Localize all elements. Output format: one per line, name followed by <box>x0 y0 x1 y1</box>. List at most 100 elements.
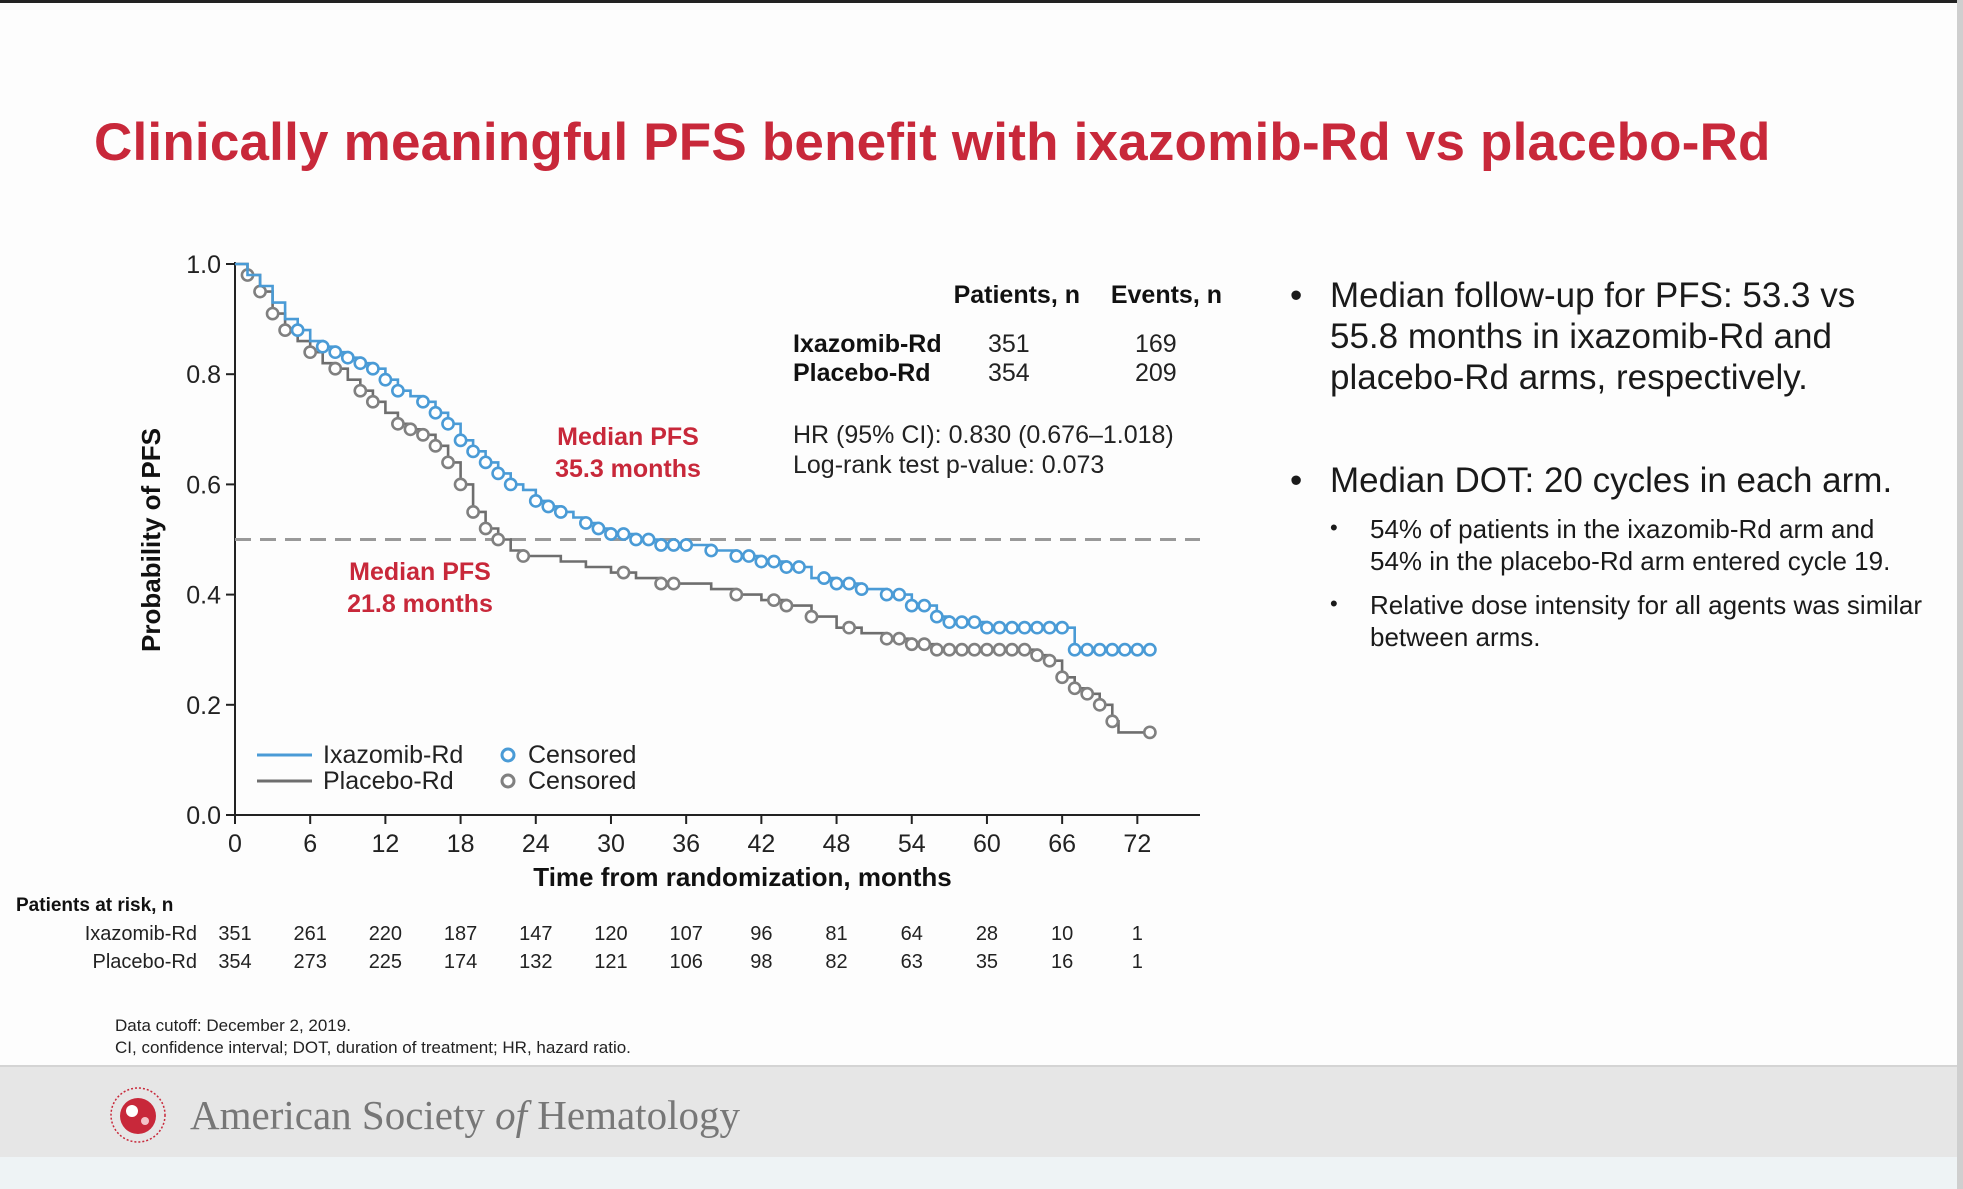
at-risk-title: Patients at risk, n <box>16 895 173 916</box>
censor-mark-ixazomib-rd <box>1142 642 1157 657</box>
censor-mark-placebo-rd <box>1067 681 1082 696</box>
censor-mark-placebo-rd <box>1005 642 1019 657</box>
censor-mark-ixazomib-rd <box>553 505 568 519</box>
censor-mark-placebo-rd <box>453 477 468 492</box>
at-risk-value: 81 <box>825 923 847 945</box>
censor-mark-ixazomib-rd <box>792 560 806 574</box>
censor-mark-placebo-rd <box>892 631 907 646</box>
at-risk-value: 107 <box>669 923 702 945</box>
censor-mark-ixazomib-rd <box>1005 620 1019 635</box>
top-border <box>0 0 1963 3</box>
censor-mark-ixazomib-rd <box>340 350 355 365</box>
censor-mark-placebo-rd <box>729 587 744 602</box>
censor-mark-placebo-rd <box>516 549 531 563</box>
censor-mark-placebo-rd <box>616 565 631 580</box>
censor-mark-ixazomib-rd <box>591 521 606 536</box>
median-pfs-annotation: 35.3 months <box>555 455 701 483</box>
at-risk-value: 10 <box>1051 923 1073 945</box>
censor-mark-ixazomib-rd <box>1017 620 1032 635</box>
censor-mark-placebo-rd <box>478 521 493 536</box>
legend-label: Placebo-Rd <box>323 767 454 795</box>
censor-mark-ixazomib-rd <box>491 466 506 481</box>
censor-mark-ixazomib-rd <box>466 444 481 459</box>
pfs-chart: 0.0 0.2 0.4 0.6 0.8 1.0 0 6 12 18 24 30 36 42 48 54 60 66… <box>16 251 1222 973</box>
at-risk-value: 261 <box>294 923 327 945</box>
censor-mark-ixazomib-rd <box>453 433 468 448</box>
censor-mark-ixazomib-rd <box>1067 642 1082 657</box>
stats-header-patients: Patients, n <box>954 281 1080 309</box>
at-risk-value: 82 <box>825 951 847 973</box>
x-tick-label: 60 <box>973 830 1001 858</box>
slide-title: Clinically meaningful PFS benefit with i… <box>94 113 1771 172</box>
censor-mark-ixazomib-rd <box>929 609 944 624</box>
censor-mark-placebo-rd <box>365 394 380 409</box>
at-risk-arm-label: Ixazomib-Rd <box>85 923 197 945</box>
censor-mark-ixazomib-rd <box>967 615 982 630</box>
censor-mark-placebo-rd <box>804 609 819 624</box>
censor-mark-ixazomib-rd <box>892 587 907 602</box>
censor-mark-placebo-rd <box>942 642 957 657</box>
at-risk-arm-label: Placebo-Rd <box>92 951 197 973</box>
legend-label: Ixazomib-Rd <box>323 741 463 769</box>
at-risk-value: 354 <box>218 951 251 973</box>
median-pfs-annotation: Median PFS <box>557 423 699 451</box>
censor-mark-placebo-rd <box>278 323 293 338</box>
y-axis-label: Probability of PFS <box>136 428 166 652</box>
at-risk-value: 98 <box>750 951 772 973</box>
censor-mark-ixazomib-rd <box>328 345 343 360</box>
censor-mark-placebo-rd <box>441 455 455 470</box>
at-risk-value: 187 <box>444 923 477 945</box>
at-risk-value: 174 <box>444 951 477 973</box>
censor-mark-ixazomib-rd <box>1092 642 1107 657</box>
censor-mark-placebo-rd <box>1042 653 1057 668</box>
censor-mark-ixazomib-rd <box>679 538 694 552</box>
y-tick-label: 0.8 <box>186 361 221 389</box>
x-tick-label: 24 <box>522 830 550 858</box>
censor-mark-placebo-rd <box>428 438 443 453</box>
bullet-median-dot: Median DOT: 20 cycles in each arm. <box>1290 460 1930 501</box>
at-risk-value: 351 <box>218 923 251 945</box>
stats-arm-label: Ixazomib-Rd <box>793 330 942 358</box>
censor-mark-ixazomib-rd <box>391 383 405 398</box>
censor-mark-ixazomib-rd <box>641 532 656 547</box>
censor-mark-placebo-rd <box>1030 648 1044 663</box>
censor-mark-placebo-rd <box>303 345 318 360</box>
x-tick-label: 48 <box>823 830 851 858</box>
censor-mark-ixazomib-rd <box>741 549 756 563</box>
censor-mark-placebo-rd <box>1142 725 1157 740</box>
censor-mark-ixazomib-rd <box>441 416 455 431</box>
x-tick-label: 6 <box>303 830 317 858</box>
legend-censor-label: Censored <box>528 741 636 769</box>
y-tick-label: 0.4 <box>186 582 221 610</box>
right-edge <box>1957 0 1963 1189</box>
ash-logo-icon <box>110 1087 166 1143</box>
censor-mark-placebo-rd <box>353 383 368 398</box>
y-tick-label: 1.0 <box>186 251 221 279</box>
censor-mark-ixazomib-rd <box>528 494 543 508</box>
footer-org-name: American Society of Hematology <box>190 1091 740 1139</box>
bullet-follow-up: Median follow-up for PFS: 53.3 vs 55.8 m… <box>1290 275 1930 398</box>
stats-header-events: Events, n <box>1111 281 1222 309</box>
at-risk-value: 121 <box>594 951 627 973</box>
censor-mark-ixazomib-rd <box>779 560 794 574</box>
median-pfs-annotation: Median PFS <box>349 558 491 586</box>
censor-mark-ixazomib-rd <box>604 527 618 541</box>
censor-mark-placebo-rd <box>980 642 994 657</box>
at-risk-value: 220 <box>369 923 402 945</box>
censor-mark-ixazomib-rd <box>416 394 430 409</box>
y-tick-label: 0.6 <box>186 471 221 499</box>
censor-mark-ixazomib-rd <box>315 339 330 354</box>
censor-mark-placebo-rd <box>1017 642 1032 657</box>
censor-mark-ixazomib-rd <box>428 405 443 420</box>
footer-bar <box>0 1065 1963 1157</box>
at-risk-value: 1 <box>1132 923 1143 945</box>
stats-events-value: 169 <box>1135 330 1177 358</box>
censor-mark-placebo-rd <box>416 427 430 442</box>
censor-mark-ixazomib-rd <box>942 615 957 630</box>
censor-mark-ixazomib-rd <box>541 499 556 514</box>
censor-mark-ixazomib-rd <box>992 620 1007 635</box>
stats-events-value: 209 <box>1135 359 1177 387</box>
footnotes: Data cutoff: December 2, 2019. CI, confi… <box>115 1015 631 1059</box>
censor-mark-placebo-rd <box>491 532 506 547</box>
censor-mark-ixazomib-rd <box>353 356 368 371</box>
